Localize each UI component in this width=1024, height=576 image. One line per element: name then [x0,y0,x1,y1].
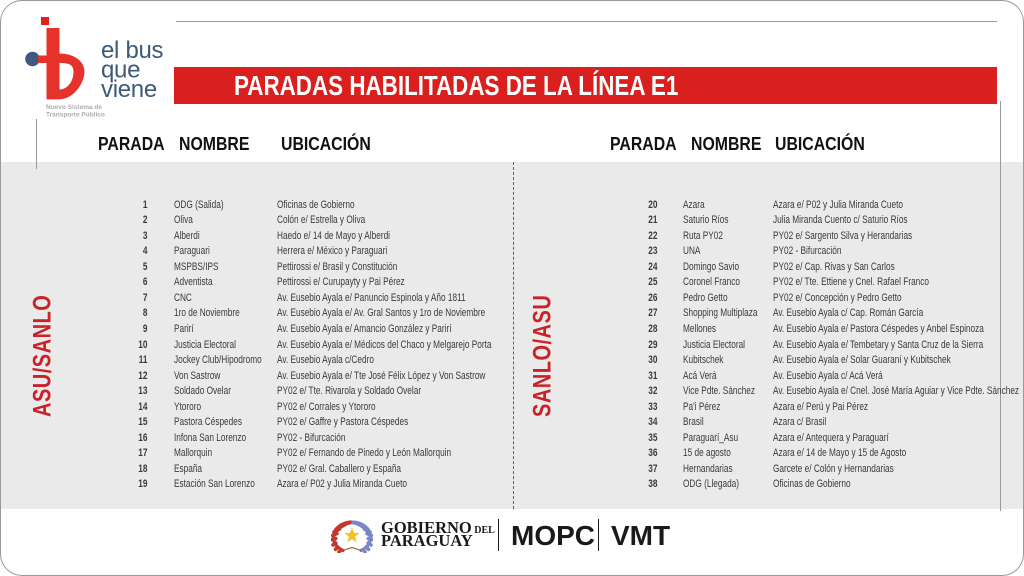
svg-text:Transporte Público: Transporte Público [46,112,105,119]
svg-text:viene: viene [101,76,157,103]
svg-text:Nuevo Sistema de: Nuevo Sistema de [46,104,102,111]
